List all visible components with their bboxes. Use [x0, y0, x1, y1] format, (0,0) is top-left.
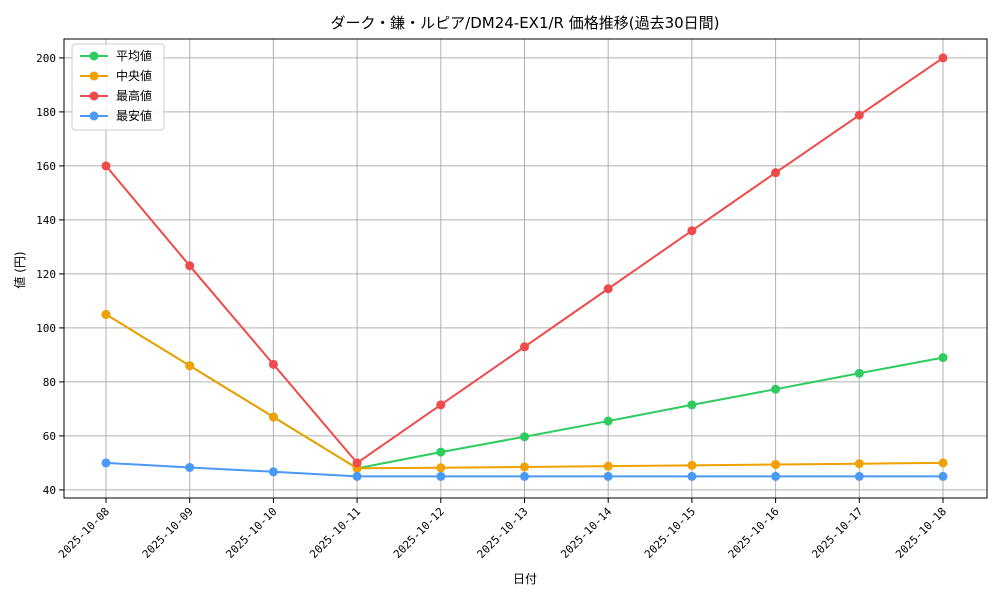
- data-point: [854, 459, 864, 469]
- plot-frame: [63, 38, 988, 499]
- data-point: [352, 458, 362, 468]
- y-tick-label: 140: [36, 214, 56, 227]
- legend-swatch-marker: [89, 71, 99, 81]
- y-tick-label: 100: [36, 322, 56, 335]
- data-point: [268, 412, 278, 422]
- legend-label: 最安値: [116, 108, 152, 123]
- data-point: [771, 471, 781, 481]
- legend-label: 平均値: [116, 48, 152, 63]
- legend-item: 最安値: [80, 108, 152, 123]
- data-point: [520, 462, 529, 472]
- data-point: [938, 53, 948, 63]
- legend-item: 平均値: [80, 48, 152, 63]
- data-point: [771, 168, 781, 178]
- data-point: [185, 261, 195, 271]
- data-point: [771, 384, 781, 394]
- legend-label: 中央値: [116, 68, 152, 83]
- data-point: [436, 400, 446, 410]
- chart-title: ダーク・鎌・ルピア/DM24-EX1/R 価格推移(過去30日間): [330, 14, 719, 32]
- y-tick-label: 180: [36, 106, 56, 119]
- data-point: [520, 471, 529, 481]
- x-tick-label: 2025-10-15: [642, 505, 698, 561]
- data-point: [185, 462, 195, 472]
- data-point: [854, 368, 864, 378]
- y-tick-label: 80: [43, 376, 56, 389]
- y-tick-label: 120: [36, 268, 56, 281]
- x-tick-label: 2025-10-17: [809, 505, 865, 561]
- data-point: [352, 471, 362, 481]
- legend-swatch-marker: [89, 51, 99, 61]
- x-tick-label: 2025-10-11: [307, 505, 363, 561]
- grid: [64, 39, 987, 498]
- x-tick-label: 2025-10-12: [391, 505, 447, 561]
- x-tick-label: 2025-10-14: [558, 505, 614, 561]
- x-tick-label: 2025-10-16: [726, 505, 782, 561]
- data-point: [436, 447, 446, 457]
- data-point: [268, 359, 278, 369]
- data-point: [771, 460, 781, 470]
- data-point: [603, 471, 613, 481]
- x-tick-label: 2025-10-10: [223, 505, 279, 561]
- y-tick-label: 160: [36, 160, 56, 173]
- data-point: [687, 226, 697, 236]
- legend-item: 中央値: [80, 68, 152, 83]
- data-point: [603, 284, 613, 294]
- data-point: [520, 342, 529, 352]
- x-axis-title: 日付: [513, 572, 537, 586]
- data-point: [603, 416, 613, 426]
- series-lines: [101, 53, 948, 481]
- x-tick-label: 2025-10-18: [893, 505, 949, 561]
- y-tick-label: 200: [36, 52, 56, 65]
- legend-item: 最高値: [80, 88, 152, 103]
- series-2: [101, 53, 948, 468]
- data-point: [268, 467, 278, 477]
- series-3: [101, 458, 948, 481]
- data-point: [687, 400, 697, 410]
- data-point: [436, 463, 446, 473]
- data-point: [185, 361, 195, 371]
- axes: 2025-10-08 2025-10-09 2025-10-10 2025-10-11…: [36, 38, 988, 561]
- data-point: [101, 309, 111, 319]
- x-tick-label: 2025-10-08: [56, 505, 112, 561]
- legend-box: [71, 43, 165, 131]
- data-point: [603, 461, 613, 471]
- data-point: [436, 471, 446, 481]
- legend-swatch-marker: [89, 91, 99, 101]
- data-point: [101, 458, 111, 468]
- legend-swatch-marker: [89, 111, 99, 121]
- data-point: [854, 471, 864, 481]
- data-point: [938, 458, 948, 468]
- legend-label: 最高値: [116, 88, 152, 103]
- x-tick-label: 2025-10-13: [475, 505, 531, 561]
- data-point: [854, 110, 864, 120]
- x-tick-label: 2025-10-09: [140, 505, 196, 561]
- data-point: [101, 161, 111, 171]
- data-point: [520, 432, 529, 442]
- series-1: [101, 309, 948, 473]
- data-point: [938, 471, 948, 481]
- data-point: [687, 471, 697, 481]
- data-point: [687, 460, 697, 470]
- y-tick-label: 40: [43, 484, 56, 497]
- data-point: [938, 353, 948, 363]
- y-axis-title: 値 (円): [12, 251, 27, 288]
- y-tick-label: 60: [43, 430, 56, 443]
